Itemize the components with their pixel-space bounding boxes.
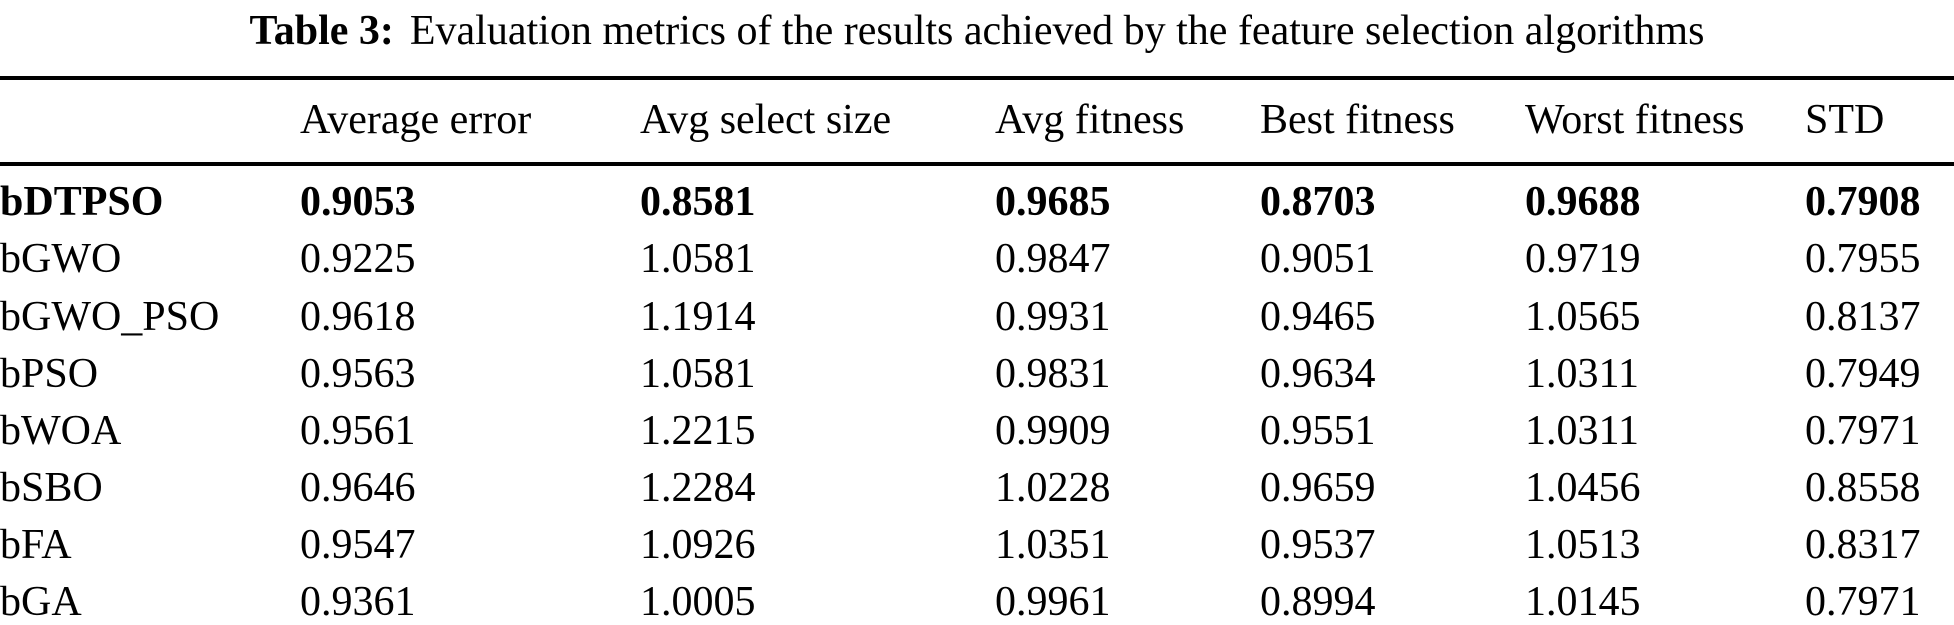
column-header-avg-select-size: Avg select size bbox=[640, 78, 995, 167]
table-cell: 0.7971 bbox=[1805, 579, 1921, 625]
table-cell: 0.9225 bbox=[300, 236, 416, 283]
table-row-bwoa: bWOA 0.9561 1.2215 0.9909 0.9551 1.0311 … bbox=[0, 403, 1954, 460]
table-cell: 1.0005 bbox=[640, 579, 756, 625]
row-label: bDTPSO bbox=[0, 179, 164, 226]
table-row-bdtpso: bDTPSO 0.9053 0.8581 0.9685 0.8703 0.968… bbox=[0, 164, 1954, 231]
table-cell: 0.7949 bbox=[1805, 350, 1921, 397]
table-cell: 0.9561 bbox=[300, 407, 416, 454]
table-caption: Table 3: Evaluation metrics of the result… bbox=[0, 0, 1954, 56]
table-cell: 0.9909 bbox=[995, 407, 1111, 454]
table-cell: 1.0145 bbox=[1525, 579, 1641, 625]
table-caption-label: Table 3: bbox=[249, 8, 394, 54]
table-cell: 0.9659 bbox=[1260, 464, 1376, 511]
table-cell: 1.0228 bbox=[995, 464, 1111, 511]
table-cell: 0.9618 bbox=[300, 293, 416, 340]
table-row-bsbo: bSBO 0.9646 1.2284 1.0228 0.9659 1.0456 … bbox=[0, 460, 1954, 517]
table-cell: 0.9634 bbox=[1260, 350, 1376, 397]
table-cell: 0.9847 bbox=[995, 236, 1111, 283]
table-cell: 1.0311 bbox=[1525, 407, 1639, 454]
table-cell: 1.1914 bbox=[640, 293, 756, 340]
column-header-corner bbox=[0, 78, 300, 167]
table-cell: 0.8703 bbox=[1260, 179, 1376, 226]
table-cell: 0.8994 bbox=[1260, 579, 1376, 625]
table-cell: 0.9053 bbox=[300, 179, 416, 226]
row-label: bGA bbox=[0, 579, 82, 625]
table-cell: 1.0351 bbox=[995, 521, 1111, 568]
table-cell: 1.0311 bbox=[1525, 350, 1639, 397]
table-cell: 1.0565 bbox=[1525, 293, 1641, 340]
table-cell: 1.0926 bbox=[640, 521, 756, 568]
table-row-bgwo: bGWO 0.9225 1.0581 0.9847 0.9051 0.9719 … bbox=[0, 231, 1954, 288]
table-cell: 0.9537 bbox=[1260, 521, 1376, 568]
table-cell: 0.8317 bbox=[1805, 521, 1921, 568]
table-cell: 0.9719 bbox=[1525, 236, 1641, 283]
table-cell: 1.0581 bbox=[640, 236, 756, 283]
table-row-bfa: bFA 0.9547 1.0926 1.0351 0.9537 1.0513 0… bbox=[0, 517, 1954, 574]
column-header-worst-fitness: Worst fitness bbox=[1525, 78, 1805, 167]
table-cell: 1.0513 bbox=[1525, 521, 1641, 568]
table-caption-text: Evaluation metrics of the results achiev… bbox=[409, 8, 1705, 54]
table-cell: 1.2215 bbox=[640, 407, 756, 454]
column-header-std: STD bbox=[1805, 78, 1954, 167]
table-cell: 0.9563 bbox=[300, 350, 416, 397]
table-cell: 0.8137 bbox=[1805, 293, 1921, 340]
row-label: bGWO_PSO bbox=[0, 293, 220, 340]
table-cell: 0.7955 bbox=[1805, 236, 1921, 283]
table-row-bpso: bPSO 0.9563 1.0581 0.9831 0.9634 1.0311 … bbox=[0, 346, 1954, 403]
row-label: bPSO bbox=[0, 350, 99, 397]
row-label: bSBO bbox=[0, 464, 103, 511]
table-cell: 0.7971 bbox=[1805, 407, 1921, 454]
table-cell: 0.9051 bbox=[1260, 236, 1376, 283]
table-cell: 1.2284 bbox=[640, 464, 756, 511]
table-cell: 0.9685 bbox=[995, 179, 1111, 226]
metrics-table: Average error Avg select size Avg fitnes… bbox=[0, 76, 1954, 625]
table-cell: 0.8558 bbox=[1805, 464, 1921, 511]
row-label: bWOA bbox=[0, 407, 122, 454]
table-cell: 0.9646 bbox=[300, 464, 416, 511]
header-row: Average error Avg select size Avg fitnes… bbox=[0, 78, 1954, 167]
table-cell: 0.9465 bbox=[1260, 293, 1376, 340]
table-cell: 1.0456 bbox=[1525, 464, 1641, 511]
table-cell: 0.8581 bbox=[640, 179, 756, 226]
table-cell: 0.9831 bbox=[995, 350, 1111, 397]
table-row-bgwo-pso: bGWO_PSO 0.9618 1.1914 0.9931 0.9465 1.0… bbox=[0, 289, 1954, 346]
table-row-bga: bGA 0.9361 1.0005 0.9961 0.8994 1.0145 0… bbox=[0, 574, 1954, 625]
table-cell: 0.9931 bbox=[995, 293, 1111, 340]
row-label: bFA bbox=[0, 521, 72, 568]
row-label: bGWO bbox=[0, 236, 122, 283]
column-header-best-fitness: Best fitness bbox=[1260, 78, 1525, 167]
table-cell: 0.9688 bbox=[1525, 179, 1641, 226]
column-header-avg-fitness: Avg fitness bbox=[995, 78, 1260, 167]
table-cell: 0.9547 bbox=[300, 521, 416, 568]
table-cell: 0.7908 bbox=[1805, 179, 1921, 226]
table-cell: 0.9361 bbox=[300, 579, 416, 625]
column-header-average-error: Average error bbox=[300, 78, 640, 167]
table-cell: 0.9961 bbox=[995, 579, 1111, 625]
table-cell: 0.9551 bbox=[1260, 407, 1376, 454]
table-cell: 1.0581 bbox=[640, 350, 756, 397]
